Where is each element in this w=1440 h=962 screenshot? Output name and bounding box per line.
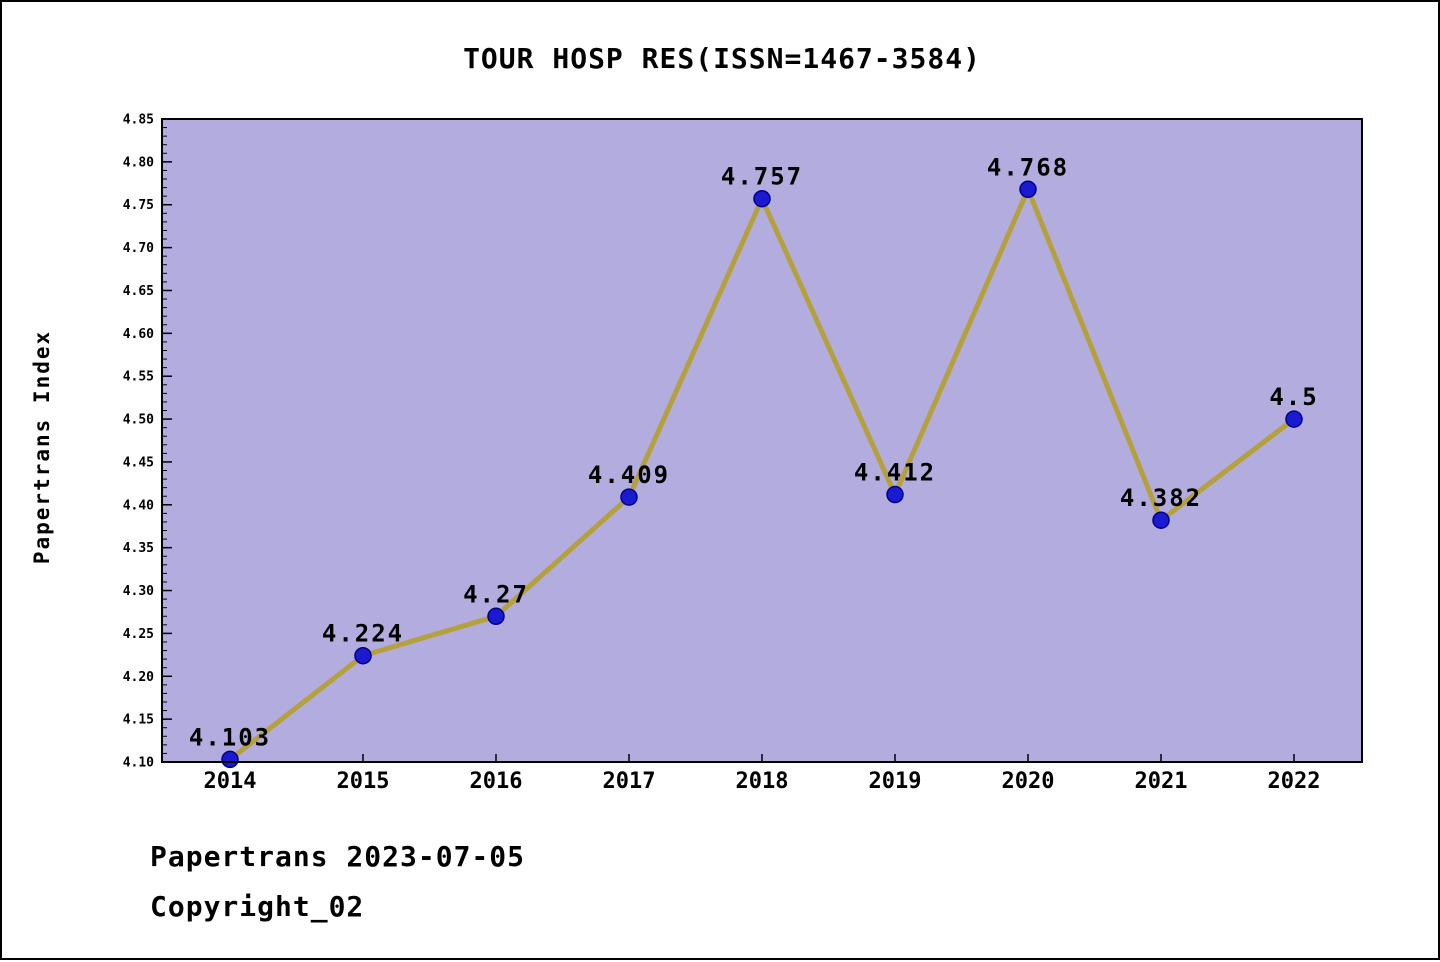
y-tick-label: 4.55 [123, 370, 154, 385]
x-tick-label: 2015 [337, 769, 390, 794]
y-tick-label: 4.70 [123, 241, 154, 256]
data-point-label: 4.412 [854, 459, 936, 487]
x-tick-label: 2020 [1002, 769, 1055, 794]
data-point-label: 4.382 [1120, 484, 1202, 512]
data-point [487, 607, 505, 626]
y-tick-label: 4.50 [123, 413, 154, 428]
y-tick-label: 4.75 [123, 198, 154, 213]
data-point [1019, 180, 1037, 199]
y-tick-label: 4.25 [123, 627, 154, 642]
data-point [354, 646, 372, 665]
y-tick-label: 4.20 [123, 670, 154, 685]
y-tick-label: 4.80 [123, 155, 154, 170]
data-point-label: 4.5 [1269, 383, 1318, 411]
y-tick-label: 4.85 [123, 113, 154, 128]
x-tick-label: 2021 [1135, 769, 1188, 794]
data-point [221, 750, 239, 769]
data-point-label: 4.224 [322, 620, 404, 648]
footer-copyright: Copyright_02 [150, 890, 365, 923]
footer-source-date: Papertrans 2023-07-05 [150, 840, 526, 873]
data-point [1152, 511, 1170, 529]
y-tick-label: 4.65 [123, 284, 154, 299]
data-point [1285, 410, 1303, 428]
data-point [886, 485, 904, 504]
x-tick-label: 2019 [869, 769, 922, 794]
data-point-label: 4.27 [463, 580, 529, 608]
chart-title: TOUR HOSP RES(ISSN=1467-3584) [463, 42, 981, 75]
x-tick-label: 2018 [736, 769, 789, 794]
y-tick-label: 4.10 [123, 756, 154, 771]
plot-area [162, 119, 1362, 762]
y-tick-label: 4.60 [123, 327, 154, 342]
y-tick-label: 4.15 [123, 713, 154, 728]
data-point-label: 4.757 [721, 163, 803, 191]
x-tick-label: 2017 [603, 769, 656, 794]
x-tick-label: 2022 [1268, 769, 1321, 794]
y-tick-label: 4.45 [123, 455, 154, 470]
y-tick-label: 4.40 [123, 498, 154, 513]
x-tick-label: 2014 [204, 769, 257, 794]
data-point [620, 488, 638, 506]
data-point-label: 4.409 [588, 461, 670, 489]
data-point-label: 4.103 [189, 723, 271, 751]
x-tick-label: 2016 [470, 769, 523, 794]
y-tick-label: 4.30 [123, 584, 154, 599]
plot-border [161, 118, 1363, 763]
y-tick-label: 4.35 [123, 541, 154, 556]
data-point [753, 189, 771, 208]
data-point-label: 4.768 [987, 153, 1069, 181]
